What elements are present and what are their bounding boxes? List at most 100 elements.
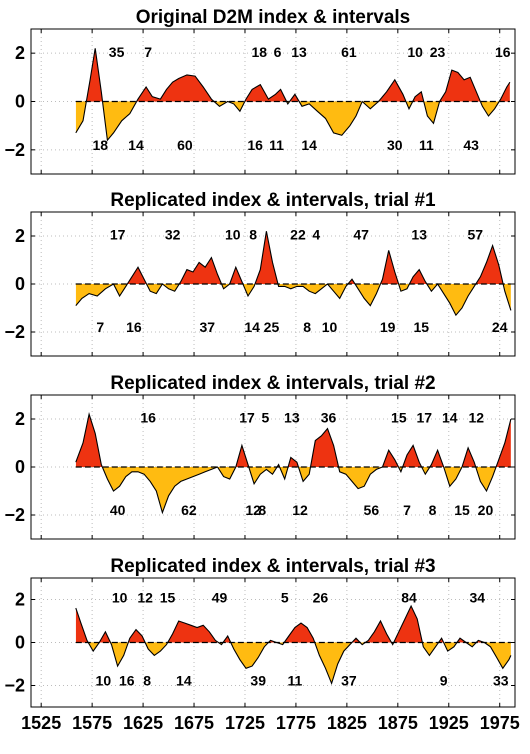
interval-label-top: 17 [110, 227, 126, 243]
interval-label-top: 17 [417, 410, 433, 426]
interval-label-top: 5 [281, 590, 289, 606]
interval-label-bottom: 14 [244, 319, 260, 335]
chart-panel-1: Original D2M index & intervals −2 0 2 35 7 18 6… [4, 7, 516, 175]
y-tick-label: −2 [4, 140, 25, 160]
interval-label-top: 10 [112, 590, 128, 606]
interval-label-top: 12 [137, 590, 153, 606]
x-tick-label: 1675 [174, 713, 214, 733]
interval-label-top: 26 [313, 590, 329, 606]
interval-label-bottom: 62 [181, 502, 197, 518]
negative-area [75, 284, 511, 316]
y-tick-label: 2 [15, 43, 25, 63]
interval-label-bottom: 16 [247, 137, 263, 153]
interval-label-bottom: 39 [250, 673, 266, 689]
interval-label-bottom: 12 [292, 502, 308, 518]
interval-label-bottom: 18 [92, 137, 108, 153]
interval-label-bottom: 10 [322, 319, 338, 335]
chart-title: Replicated index & intervals, trial #2 [110, 373, 435, 394]
interval-label-top: 57 [467, 227, 483, 243]
interval-label-top: 10 [225, 227, 241, 243]
interval-label-bottom: 25 [264, 319, 280, 335]
interval-label-top: 16 [495, 44, 511, 60]
interval-label-top: 47 [353, 227, 369, 243]
interval-label-bottom: 37 [199, 319, 215, 335]
interval-label-bottom: 20 [478, 502, 494, 518]
y-tick-label: 0 [15, 92, 25, 112]
interval-label-bottom: 10 [96, 673, 112, 689]
chart-title: Original D2M index & intervals [136, 7, 411, 28]
interval-label-top: 13 [291, 44, 307, 60]
interval-label-top: 5 [261, 410, 269, 426]
interval-label-top: 13 [411, 227, 427, 243]
interval-label-top: 23 [430, 44, 446, 60]
chart-panel-3: Replicated index & intervals, trial #2 −2… [4, 373, 516, 540]
interval-label-top: 18 [251, 44, 267, 60]
y-tick-label: −2 [4, 676, 25, 696]
interval-label-bottom: 11 [288, 673, 303, 689]
positive-area [75, 606, 511, 643]
interval-label-top: 7 [144, 44, 152, 60]
interval-label-bottom: 8 [258, 502, 266, 518]
y-tick-label: 2 [15, 409, 25, 429]
negative-area [75, 642, 511, 684]
x-tick-label: 1775 [276, 713, 316, 733]
x-tick-label: 1925 [429, 713, 469, 733]
chart-title: Replicated index & intervals, trial #3 [110, 556, 435, 577]
interval-label-bottom: 40 [110, 502, 126, 518]
y-tick-label: 2 [15, 590, 25, 610]
interval-label-bottom: 15 [454, 502, 470, 518]
interval-label-bottom: 11 [419, 137, 434, 153]
interval-label-bottom: 14 [176, 673, 192, 689]
interval-label-bottom: 12 [245, 502, 261, 518]
interval-label-bottom: 16 [119, 673, 135, 689]
interval-label-bottom: 8 [303, 319, 311, 335]
interval-label-bottom: 7 [96, 319, 104, 335]
interval-label-top: 10 [407, 44, 423, 60]
y-tick-label: −2 [4, 322, 25, 342]
chart-title: Replicated index & intervals, trial #1 [110, 190, 436, 211]
interval-label-bottom: 24 [492, 319, 508, 335]
interval-label-top: 32 [165, 227, 181, 243]
interval-label-top: 49 [212, 590, 228, 606]
chart-panel-4: Replicated index & intervals, trial #3 −2… [4, 556, 519, 733]
interval-label-bottom: 7 [403, 502, 411, 518]
series-line [75, 231, 512, 317]
y-tick-label: 0 [15, 274, 25, 294]
interval-label-top: 35 [109, 44, 125, 60]
interval-label-top: 15 [391, 410, 407, 426]
x-tick-label: 1875 [378, 713, 418, 733]
interval-label-top: 16 [140, 410, 156, 426]
series-line [75, 604, 512, 686]
interval-label-top: 84 [401, 590, 417, 606]
interval-label-bottom: 11 [269, 137, 284, 153]
interval-label-bottom: 56 [364, 502, 380, 518]
negative-area [75, 467, 511, 513]
interval-label-bottom: 33 [493, 673, 509, 689]
interval-label-top: 34 [470, 590, 486, 606]
y-tick-label: 0 [15, 457, 25, 477]
y-tick-label: 0 [15, 633, 25, 653]
x-tick-label: 1725 [225, 713, 265, 733]
x-tick-label: 1525 [21, 713, 61, 733]
interval-label-top: 8 [249, 227, 257, 243]
positive-area [75, 414, 511, 467]
interval-label-bottom: 16 [126, 319, 142, 335]
interval-label-bottom: 8 [429, 502, 437, 518]
interval-label-bottom: 37 [341, 673, 357, 689]
interval-label-bottom: 8 [143, 673, 151, 689]
interval-label-bottom: 19 [380, 319, 396, 335]
interval-label-bottom: 9 [440, 673, 448, 689]
interval-label-top: 22 [290, 227, 306, 243]
series-line [75, 412, 512, 515]
interval-label-bottom: 30 [387, 137, 403, 153]
interval-label-bottom: 15 [413, 319, 429, 335]
interval-label-bottom: 43 [463, 137, 479, 153]
interval-label-bottom: 14 [301, 137, 317, 153]
x-tick-label: 1975 [480, 713, 520, 733]
interval-label-top: 6 [274, 44, 282, 60]
interval-label-top: 61 [341, 44, 357, 60]
negative-area [75, 101, 510, 141]
interval-label-top: 13 [284, 410, 300, 426]
interval-label-top: 36 [321, 410, 337, 426]
